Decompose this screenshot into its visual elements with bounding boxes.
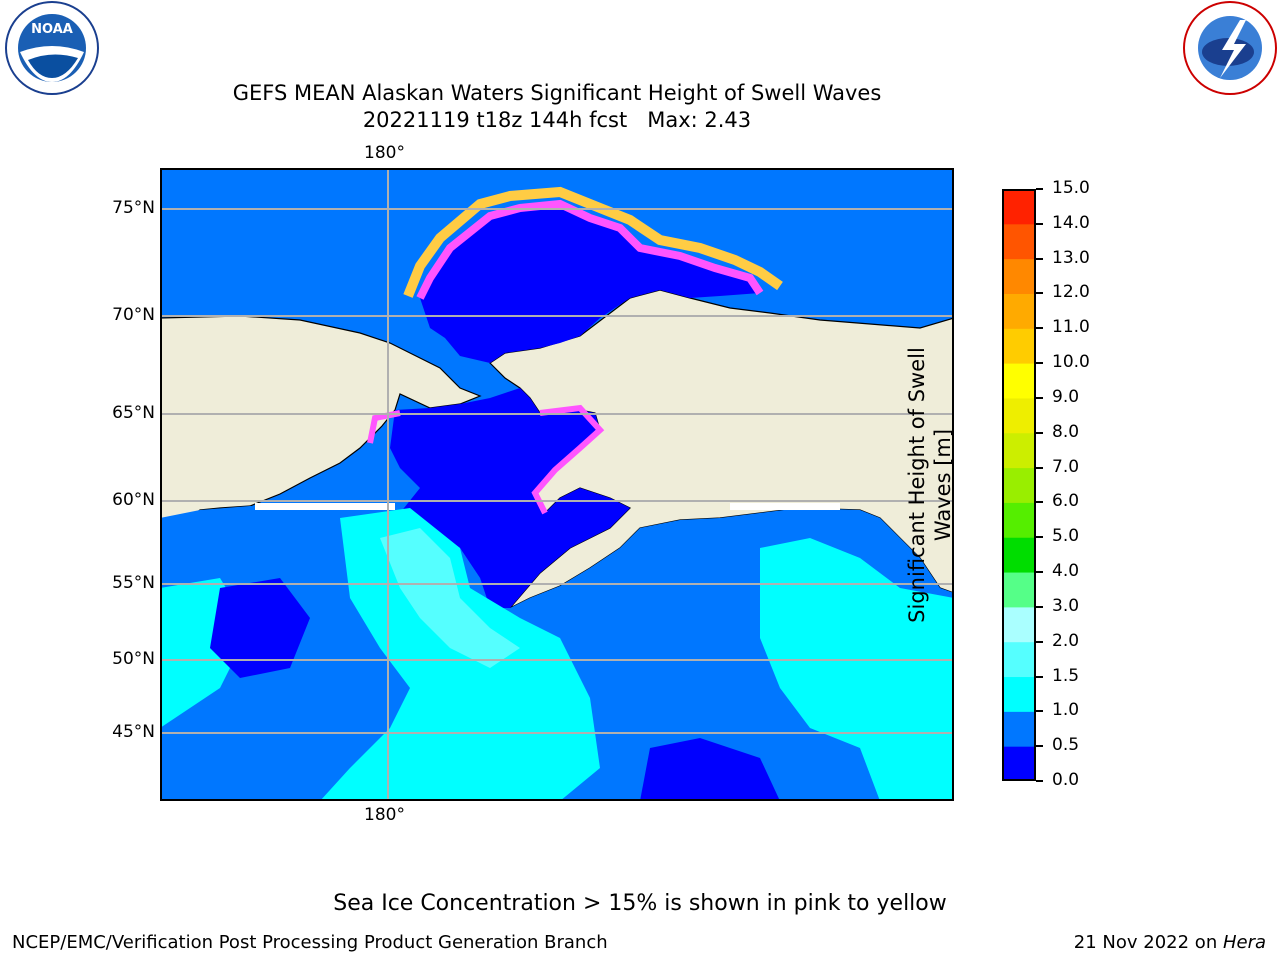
colorbar-tick-label: 11.0 xyxy=(1052,317,1090,338)
colorbar-tick-label: 7.0 xyxy=(1052,456,1080,477)
sea-ice-note: Sea Ice Concentration > 15% is shown in … xyxy=(333,891,947,916)
ice-edge-pink-norton xyxy=(531,404,605,515)
footer-date-text: 21 Nov 2022 on xyxy=(1073,932,1223,953)
colorbar-tick-mark xyxy=(1036,675,1043,678)
lon-label-top: 180° xyxy=(364,143,405,163)
lat-label-55: 55°N xyxy=(112,573,155,593)
colorbar-tick-mark xyxy=(1036,745,1043,748)
colorbar-tick-mark xyxy=(1036,222,1043,225)
colorbar-segment xyxy=(1003,502,1035,538)
colorbar-tick-label: 10.0 xyxy=(1052,352,1090,373)
colorbar-tick-label: 2.0 xyxy=(1052,630,1080,651)
lat-label-60: 60°N xyxy=(112,490,155,510)
colorbar-frame xyxy=(1002,189,1036,781)
data-gap-west xyxy=(255,503,395,510)
noaa-logo: NOAA xyxy=(0,0,104,100)
colorbar-tick-mark xyxy=(1036,362,1043,365)
colorbar-tick-mark xyxy=(1036,431,1043,434)
colorbar-tick-mark xyxy=(1036,327,1043,330)
colorbar-tick-label: 0.5 xyxy=(1052,735,1080,756)
colorbar-tick-mark xyxy=(1036,466,1043,469)
colorbar-tick-mark xyxy=(1036,292,1043,295)
chart-title: GEFS MEAN Alaskan Waters Significant Hei… xyxy=(232,81,882,105)
colorbar-tick-label: 13.0 xyxy=(1052,247,1090,268)
colorbar-segment xyxy=(1003,676,1035,712)
lat-label-50: 50°N xyxy=(112,649,155,669)
ice-edge-pink xyxy=(416,199,764,300)
footer-date: 21 Nov 2022 on Hera xyxy=(1074,932,1266,953)
colorbar-tick-mark xyxy=(1036,710,1043,713)
colorbar-tick-label: 6.0 xyxy=(1052,491,1080,512)
colorbar-tick-mark xyxy=(1036,780,1043,782)
swell-lt0_5-south xyxy=(640,738,780,801)
colorbar-segment xyxy=(1003,746,1035,781)
colorbar-segment xyxy=(1003,606,1035,643)
colorbar-tick-label: 8.0 xyxy=(1052,421,1080,442)
lat-label-45: 45°N xyxy=(112,722,155,742)
colorbar-segment xyxy=(1003,641,1035,678)
colorbar-label-line1: Significant Height of Swell xyxy=(905,347,929,623)
lat-label-75: 75°N xyxy=(112,198,155,218)
lat-label-65: 65°N xyxy=(112,403,155,423)
colorbar-label: Significant Height of Swell Waves [m] xyxy=(904,285,956,685)
swell-1_5-east xyxy=(760,538,954,801)
colorbar-label-line2: Waves [m] xyxy=(931,428,955,542)
colorbar xyxy=(1002,189,1036,781)
colorbar-segment xyxy=(1003,572,1035,608)
nws-logo-icon xyxy=(1183,1,1277,95)
colorbar-segment xyxy=(1003,397,1035,434)
noaa-logo-text: NOAA xyxy=(31,22,73,37)
lat-label-70: 70°N xyxy=(112,305,155,325)
colorbar-segment xyxy=(1003,189,1035,225)
footer-host: Hera xyxy=(1222,932,1266,953)
swell-1_5-center xyxy=(320,508,600,801)
colorbar-tick-label: 3.0 xyxy=(1052,595,1080,616)
colorbar-tick-mark xyxy=(1036,536,1043,539)
colorbar-segment xyxy=(1003,467,1035,503)
arctic-ocean-lt0_5 xyxy=(420,204,760,363)
bering-sea-lt0_5 xyxy=(390,388,630,608)
wave-map xyxy=(160,168,954,801)
colorbar-segment xyxy=(1003,537,1035,573)
colorbar-segment xyxy=(1003,258,1035,294)
colorbar-segment xyxy=(1003,432,1035,469)
colorbar-segment xyxy=(1003,328,1035,364)
colorbar-segment xyxy=(1003,711,1035,747)
colorbar-tick-mark xyxy=(1036,396,1043,399)
colorbar-segment xyxy=(1003,363,1035,399)
lon-label-bottom: 180° xyxy=(364,805,405,825)
nws-logo xyxy=(1176,0,1280,100)
swell-2_0-center xyxy=(380,528,520,668)
footer-org: NCEP/EMC/Verification Post Processing Pr… xyxy=(12,932,608,953)
colorbar-tick-label: 15.0 xyxy=(1052,178,1090,198)
colorbar-tick-mark xyxy=(1036,188,1043,190)
colorbar-segment xyxy=(1003,293,1035,329)
colorbar-tick-label: 5.0 xyxy=(1052,526,1080,547)
colorbar-tick-mark xyxy=(1036,571,1043,574)
chart-subtitle: 20221119 t18z 144h fcst Max: 2.43 xyxy=(362,108,752,132)
colorbar-tick-label: 1.5 xyxy=(1052,665,1080,686)
noaa-logo-icon xyxy=(5,1,99,95)
swell-lt0_5-west xyxy=(210,578,310,678)
colorbar-tick-label: 4.0 xyxy=(1052,561,1080,582)
colorbar-tick-mark xyxy=(1036,257,1043,260)
map-frame xyxy=(160,168,954,801)
colorbar-tick-label: 0.0 xyxy=(1052,770,1080,790)
colorbar-tick-mark xyxy=(1036,501,1043,504)
colorbar-tick-label: 12.0 xyxy=(1052,282,1090,303)
colorbar-tick-mark xyxy=(1036,640,1043,643)
colorbar-tick-label: 14.0 xyxy=(1052,212,1090,233)
colorbar-segment xyxy=(1003,223,1035,260)
land-mass xyxy=(160,315,482,521)
gridlines xyxy=(160,168,954,801)
data-gap-east xyxy=(730,503,840,510)
colorbar-tick-label: 9.0 xyxy=(1052,386,1080,407)
colorbar-tick-mark xyxy=(1036,605,1043,608)
colorbar-tick-label: 1.0 xyxy=(1052,700,1080,721)
